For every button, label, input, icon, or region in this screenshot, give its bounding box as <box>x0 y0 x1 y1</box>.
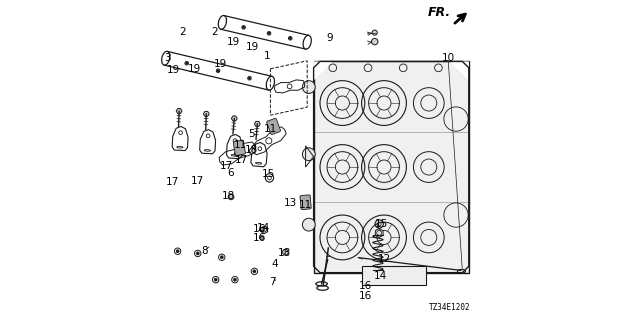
Circle shape <box>243 27 244 28</box>
Text: 3: 3 <box>164 52 171 63</box>
Text: 16: 16 <box>359 281 372 292</box>
Text: FR.: FR. <box>428 6 451 19</box>
Circle shape <box>228 194 234 200</box>
Circle shape <box>260 227 264 232</box>
Text: 11: 11 <box>264 124 277 134</box>
Text: 1: 1 <box>264 51 271 61</box>
Text: 12: 12 <box>378 254 390 264</box>
Text: 14: 14 <box>257 223 270 233</box>
Polygon shape <box>314 61 333 81</box>
Circle shape <box>372 30 378 35</box>
Text: 19: 19 <box>246 42 259 52</box>
Text: 17: 17 <box>166 177 179 188</box>
Text: 10: 10 <box>442 52 454 63</box>
Circle shape <box>372 38 378 45</box>
Text: 19: 19 <box>188 64 201 74</box>
Circle shape <box>196 252 200 255</box>
Text: 2: 2 <box>211 27 218 37</box>
Polygon shape <box>232 116 237 121</box>
FancyBboxPatch shape <box>314 61 468 273</box>
FancyBboxPatch shape <box>267 118 280 134</box>
Circle shape <box>268 33 269 34</box>
Polygon shape <box>176 108 182 114</box>
Circle shape <box>253 270 256 273</box>
Text: 7: 7 <box>269 277 275 287</box>
Text: 18: 18 <box>244 145 258 156</box>
Circle shape <box>218 70 219 71</box>
Circle shape <box>302 218 315 231</box>
Text: 19: 19 <box>227 36 240 47</box>
Text: 19: 19 <box>214 59 227 69</box>
Text: 17: 17 <box>235 155 248 165</box>
Circle shape <box>186 62 188 64</box>
Circle shape <box>214 278 218 281</box>
Text: 16: 16 <box>359 291 372 301</box>
Text: 14: 14 <box>374 271 387 281</box>
Text: 8: 8 <box>202 246 208 256</box>
Circle shape <box>302 81 315 93</box>
Text: 9: 9 <box>326 33 333 44</box>
Text: 6: 6 <box>227 168 234 178</box>
Text: TZ34E1202: TZ34E1202 <box>429 303 470 312</box>
Circle shape <box>249 148 255 154</box>
Polygon shape <box>375 228 383 237</box>
Text: 15: 15 <box>262 169 275 180</box>
Text: 13: 13 <box>284 198 297 208</box>
Circle shape <box>234 278 237 281</box>
Circle shape <box>249 77 250 79</box>
Circle shape <box>302 148 315 161</box>
Circle shape <box>220 256 223 259</box>
Circle shape <box>289 37 291 39</box>
Polygon shape <box>450 61 468 81</box>
Text: 11: 11 <box>234 140 246 150</box>
Text: 4: 4 <box>272 259 278 269</box>
Text: 19: 19 <box>167 65 180 76</box>
FancyBboxPatch shape <box>300 195 311 210</box>
Polygon shape <box>261 226 268 234</box>
Text: 5: 5 <box>248 129 255 140</box>
Text: 17: 17 <box>220 161 233 172</box>
Text: 18: 18 <box>278 248 291 258</box>
Text: 11: 11 <box>299 200 312 211</box>
Circle shape <box>260 235 264 240</box>
Text: 16: 16 <box>253 233 266 244</box>
Polygon shape <box>255 121 260 126</box>
Text: 18: 18 <box>222 191 236 201</box>
Text: 16: 16 <box>253 224 266 234</box>
Circle shape <box>283 249 288 255</box>
Circle shape <box>176 250 179 253</box>
Polygon shape <box>204 111 209 116</box>
Text: 17: 17 <box>191 176 204 186</box>
FancyBboxPatch shape <box>234 140 245 156</box>
FancyBboxPatch shape <box>362 266 426 285</box>
Text: 2: 2 <box>179 27 186 37</box>
Text: 15: 15 <box>375 219 388 229</box>
